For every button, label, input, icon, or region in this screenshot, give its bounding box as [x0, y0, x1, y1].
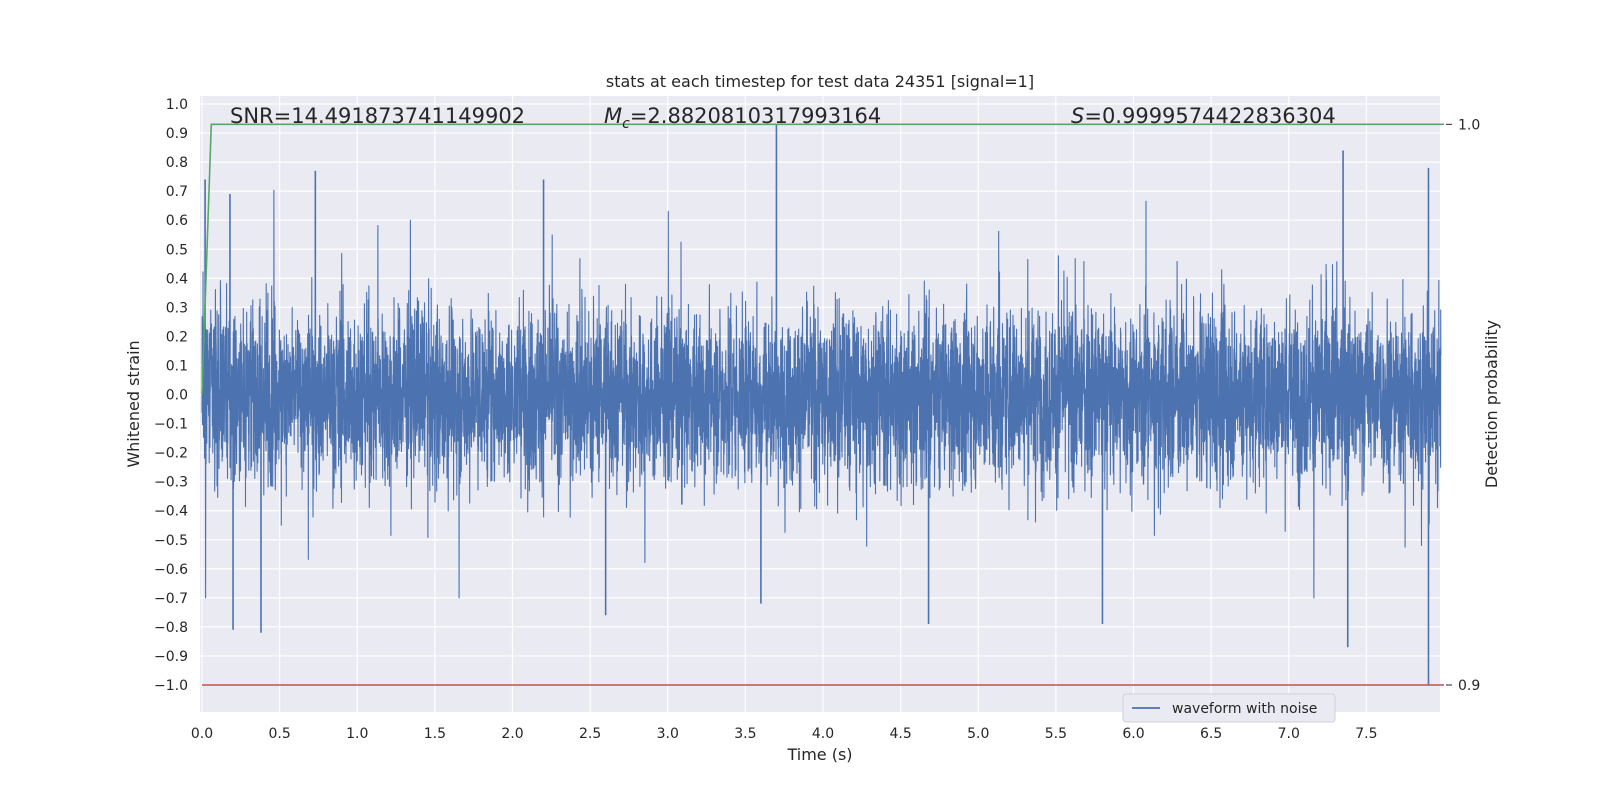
- x-tick-label: 4.0: [812, 726, 834, 742]
- x-axis-label: Time (s): [786, 745, 852, 764]
- annotation-chirp-mass: Mc=2.8820810317993164: [604, 104, 881, 132]
- waveform-with-noise-line: [201, 189, 1442, 599]
- x-tick-label: 3.5: [734, 726, 756, 742]
- chart-title: stats at each timestep for test data 243…: [606, 72, 1034, 91]
- y-axis-label: Whitened strain: [124, 340, 143, 467]
- y-tick-label: −0.6: [154, 562, 188, 578]
- y-tick-label: −0.4: [154, 504, 188, 520]
- y-tick-label: −0.5: [154, 533, 188, 549]
- x-tick-label: 6.0: [1122, 726, 1144, 742]
- x-tick-label: 1.0: [346, 726, 368, 742]
- y-tick-label: −0.3: [154, 475, 188, 491]
- x-tick-label: 2.0: [501, 726, 523, 742]
- x-tick-label: 6.5: [1200, 726, 1222, 742]
- y-tick-label: −0.2: [154, 446, 188, 462]
- series-layer: [201, 123, 1444, 686]
- y2-axis-label: Detection probability: [1482, 320, 1501, 488]
- x-tick-label: 2.5: [579, 726, 601, 742]
- y-tick-label: 0.8: [166, 155, 188, 171]
- x-tick-label: 0.0: [191, 726, 213, 742]
- legend: waveform with noise: [1122, 693, 1336, 723]
- legend-box: [1122, 693, 1336, 723]
- y-tick-label: 0.6: [166, 213, 188, 229]
- x-tick-label: 5.0: [967, 726, 989, 742]
- x-tick-label: 3.0: [657, 726, 679, 742]
- detection-probability-line: [201, 123, 1444, 395]
- x-tick-label: 5.5: [1045, 726, 1067, 742]
- x-tick-label: 1.5: [424, 726, 446, 742]
- y-tick-label: 1.0: [166, 97, 188, 113]
- y-tick-label: −0.7: [154, 591, 188, 607]
- tick-labels: 0.0 0.5 1.0 1.5 2.0 2.5 3.0 3.5 4.0 4.5 5.0 5.5 6.0 6…: [154, 97, 1480, 742]
- y-tick-label: 0.5: [166, 242, 188, 258]
- y-tick-label: 0.3: [166, 300, 188, 316]
- legend-label: waveform with noise: [1172, 701, 1317, 717]
- y-tick-label: 0.9: [166, 126, 188, 142]
- y-tick-label: −0.8: [154, 620, 188, 636]
- annotation-snr: SNR=14.491873741149902: [230, 104, 525, 128]
- y-tick-label: 0.0: [166, 388, 188, 404]
- y2-tick-label: 0.9: [1458, 678, 1480, 694]
- x-tick-label: 7.0: [1278, 726, 1300, 742]
- annotation-s: S=0.9999574422836304: [1071, 104, 1336, 128]
- x-tick-label: 7.5: [1355, 726, 1377, 742]
- x-tick-label: 0.5: [268, 726, 290, 742]
- y-tick-label: 0.4: [166, 271, 188, 287]
- y2-tick-label: 1.0: [1458, 117, 1480, 133]
- x-tick-label: 4.5: [889, 726, 911, 742]
- y-tick-label: −0.9: [154, 649, 188, 665]
- y-tick-label: −0.1: [154, 417, 188, 433]
- y-tick-label: −1.0: [154, 678, 188, 694]
- y-tick-label: 0.1: [166, 358, 188, 374]
- y-tick-label: 0.7: [166, 184, 188, 200]
- y-tick-label: 0.2: [166, 329, 188, 345]
